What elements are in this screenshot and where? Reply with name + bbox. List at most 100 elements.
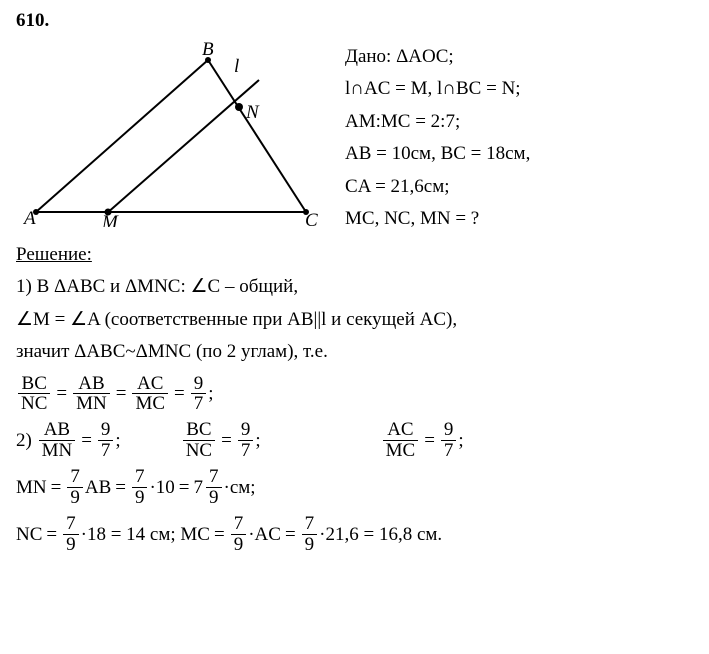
step-1a: 1) В ΔABC и ΔMNC: ∠C – общий, xyxy=(16,272,693,302)
given-line-4: AB = 10см, BC = 18см, xyxy=(345,139,693,169)
den: MN xyxy=(39,440,76,461)
den: NC xyxy=(18,393,50,414)
frac-9-7: 9 7 xyxy=(191,374,207,415)
den: 7 xyxy=(98,440,114,461)
frac-ac-mc-2: AC MC xyxy=(383,420,419,461)
triangle-svg: A B C M N l xyxy=(16,42,321,227)
num: 7 xyxy=(206,467,222,487)
given-title: Дано: xyxy=(345,46,391,67)
den: 9 xyxy=(67,487,83,508)
equals: = xyxy=(221,430,232,452)
num: AB xyxy=(41,420,73,440)
given-line-5: CA = 21,6см; xyxy=(345,172,693,202)
frac-9-7-b: 9 7 xyxy=(238,420,254,461)
mid: ·AC xyxy=(248,524,281,546)
tail: ; xyxy=(458,430,463,452)
den: 9 xyxy=(63,534,79,555)
frac-7-9-a: 7 9 xyxy=(67,467,83,508)
num: AC xyxy=(384,420,416,440)
label-b: B xyxy=(202,42,214,60)
tail: ; xyxy=(255,430,260,452)
solution-title: Решение: xyxy=(16,244,693,266)
num: 9 xyxy=(191,374,207,394)
den: 9 xyxy=(302,534,318,555)
equals: = xyxy=(56,383,67,405)
frac-bc-nc-2: BC NC xyxy=(183,420,215,461)
den: NC xyxy=(183,440,215,461)
frac-ac-mc: AC MC xyxy=(132,374,168,415)
frac-9-7-c: 9 7 xyxy=(441,420,457,461)
given-line-3: AM:MC = 2:7; xyxy=(345,107,693,137)
tail: ·21,6 = 16,8 см. xyxy=(319,524,442,546)
given-line-2: l∩AC = M, l∩BC = N; xyxy=(345,74,693,104)
frac-ab-mn-2: AB MN xyxy=(39,420,76,461)
problem-number: 610. xyxy=(16,10,693,32)
frac-7-9-b: 7 9 xyxy=(132,467,148,508)
frac-7-9-e: 7 9 xyxy=(302,514,318,555)
line-l xyxy=(106,80,259,214)
label-l: l xyxy=(234,56,239,77)
equals: = xyxy=(424,430,435,452)
mid: ·18 = 14 см; MC xyxy=(81,524,210,546)
label-c: C xyxy=(305,210,318,227)
step-2-row: 2) AB MN = 9 7 ; BC NC = 9 7 ; AC MC = 9… xyxy=(16,420,693,461)
tail: ; xyxy=(208,383,213,405)
given-block: Дано: ΔAOC; l∩AC = M, l∩BC = N; AM:MC = … xyxy=(345,42,693,236)
frac-mix: 7 9 xyxy=(206,467,222,508)
num: AC xyxy=(134,374,166,394)
frac-7-9-c: 7 9 xyxy=(63,514,79,555)
num: BC xyxy=(183,420,214,440)
label-m: M xyxy=(101,212,119,227)
equals: = xyxy=(46,524,57,546)
num: 7 xyxy=(63,514,79,534)
den: 9 xyxy=(231,534,247,555)
frac-9-7-a: 9 7 xyxy=(98,420,114,461)
mn-row: MN = 7 9 AB = 7 9 ·10 = 7 7 9 ·см; xyxy=(16,467,693,508)
frac-bc-nc: BC NC xyxy=(18,374,50,415)
label-n: N xyxy=(245,102,260,123)
whole: 7 xyxy=(194,477,204,499)
equals: = xyxy=(285,524,296,546)
frac-7-9-d: 7 9 xyxy=(231,514,247,555)
den: 9 xyxy=(132,487,148,508)
given-line-1: Дано: ΔAOC; xyxy=(345,42,693,72)
equals: = xyxy=(116,383,127,405)
den: 7 xyxy=(238,440,254,461)
den: MN xyxy=(73,393,110,414)
equals: = xyxy=(179,477,190,499)
equals: = xyxy=(51,477,62,499)
num: 9 xyxy=(441,420,457,440)
den: 9 xyxy=(206,487,222,508)
mixed-7-7-9: 7 7 9 xyxy=(194,467,224,508)
num: 7 xyxy=(132,467,148,487)
num: 9 xyxy=(238,420,254,440)
equals: = xyxy=(214,524,225,546)
step-2-label: 2) xyxy=(16,430,32,452)
nc-lhs: NC xyxy=(16,524,42,546)
top-section: A B C M N l Дано: ΔAOC; l∩AC = M, l∩BC =… xyxy=(16,42,693,236)
label-a: A xyxy=(22,208,36,227)
num: 7 xyxy=(302,514,318,534)
den: 7 xyxy=(191,393,207,414)
den: 7 xyxy=(441,440,457,461)
given-triangle: ΔAOC; xyxy=(396,46,454,67)
frac-ab-mn: AB MN xyxy=(73,374,110,415)
equals: = xyxy=(174,383,185,405)
equals: = xyxy=(81,430,92,452)
point-n xyxy=(235,103,243,111)
den: MC xyxy=(383,440,419,461)
given-line-6: MC, NC, MN = ? xyxy=(345,204,693,234)
num: BC xyxy=(19,374,50,394)
num: 7 xyxy=(231,514,247,534)
num: 9 xyxy=(98,420,114,440)
mid: ·10 xyxy=(149,477,174,499)
num: 7 xyxy=(67,467,83,487)
tail: ; xyxy=(115,430,120,452)
diagram: A B C M N l xyxy=(16,42,321,236)
mid: AB xyxy=(85,477,111,499)
line-ab xyxy=(36,60,208,212)
equals: = xyxy=(115,477,126,499)
tail: ·см; xyxy=(224,477,256,499)
step-1b: ∠M = ∠A (соответственные при AB||l и сек… xyxy=(16,305,693,335)
nc-row: NC = 7 9 ·18 = 14 см; MC = 7 9 ·AC = 7 9… xyxy=(16,514,693,555)
